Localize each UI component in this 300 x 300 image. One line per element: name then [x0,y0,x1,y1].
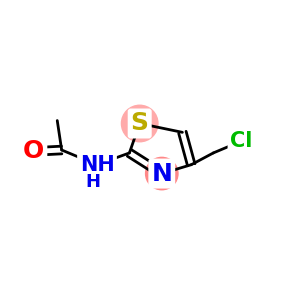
Text: NH: NH [80,155,114,175]
Text: H: H [85,175,100,193]
Text: S: S [131,112,149,136]
Text: N: N [151,162,172,186]
Text: H: H [85,173,100,191]
Text: Cl: Cl [230,131,253,151]
Text: O: O [23,140,44,164]
Circle shape [146,158,178,190]
Circle shape [122,105,158,142]
